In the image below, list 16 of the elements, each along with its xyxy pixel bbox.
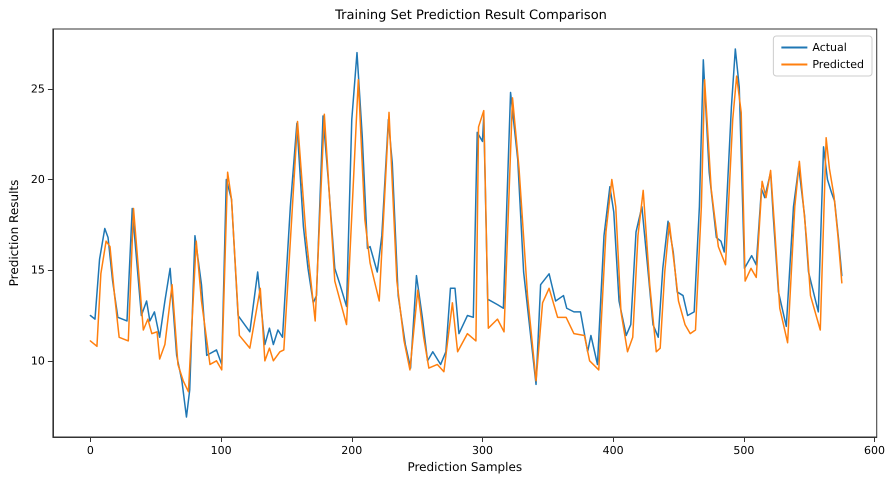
- x-tick-label: 500: [733, 444, 754, 457]
- x-tick-label: 400: [602, 444, 624, 457]
- legend-label: Predicted: [812, 58, 864, 71]
- legend-label: Actual: [812, 41, 847, 54]
- y-tick-label: 20: [30, 173, 45, 186]
- y-tick-label: 25: [30, 82, 45, 96]
- x-tick-label: 200: [341, 444, 362, 457]
- x-tick-label: 0: [86, 444, 94, 457]
- x-tick-label: 300: [472, 444, 493, 457]
- chart-title: Training Set Prediction Result Comparison: [334, 8, 607, 23]
- y-tick-label: 15: [30, 264, 45, 277]
- x-tick-label: 600: [864, 444, 886, 457]
- y-tick-label: 10: [30, 354, 45, 368]
- x-tick-label: 100: [210, 444, 232, 457]
- x-axis-title: Prediction Samples: [407, 460, 522, 474]
- y-axis-title: Prediction Results: [7, 180, 21, 286]
